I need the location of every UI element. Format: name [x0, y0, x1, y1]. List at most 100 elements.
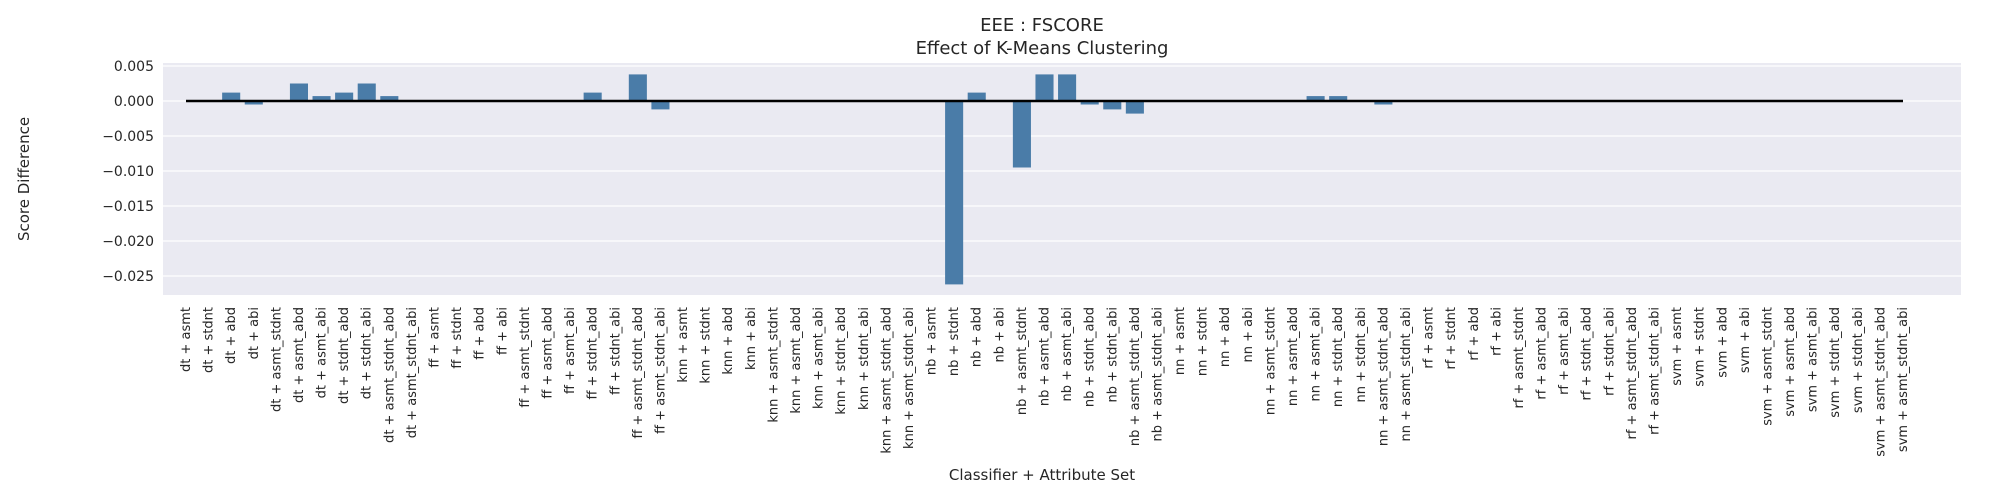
x-tick-label: svm + stdnt_abd	[1828, 307, 1843, 418]
x-tick-label: nb + stdnt_abi	[1105, 307, 1120, 402]
bar	[244, 101, 263, 105]
x-tick-label: knn + asmt_abi	[812, 307, 827, 409]
x-tick-label: svm + abi	[1738, 307, 1753, 373]
x-tick-label: ff + stdnt_abi	[608, 307, 623, 395]
bar	[289, 83, 308, 101]
x-tick-label: rf + abi	[1489, 307, 1504, 356]
bar	[1306, 96, 1325, 101]
bars	[222, 74, 1393, 285]
bar	[1035, 74, 1054, 101]
bar	[380, 96, 399, 101]
bar	[583, 92, 602, 101]
x-tick-label: nn + stdnt_abi	[1354, 307, 1369, 402]
y-tick-label: 0.005	[114, 59, 154, 75]
x-tick-label: dt + asmt_abi	[315, 307, 330, 398]
x-tick-label: nb + asmt	[925, 307, 940, 375]
x-tick-label: knn + stdnt_abd	[834, 307, 849, 415]
x-tick-label: ff + stdnt	[450, 307, 465, 369]
x-tick-label: nn + asmt	[1173, 307, 1188, 375]
x-tick-label: rf + stdnt_abd	[1580, 307, 1595, 401]
x-tick-label: nn + abi	[1241, 307, 1256, 362]
x-tick-label: nb + asmt_stdnt_abi	[1150, 307, 1165, 441]
bar	[222, 92, 241, 101]
x-tick-label: rf + asmt_abd	[1535, 307, 1550, 400]
x-tick-label: svm + asmt	[1670, 307, 1685, 386]
x-tick-label: knn + asmt_stdnt	[766, 307, 781, 423]
x-tick-label: nn + asmt_stdnt_abi	[1399, 307, 1414, 441]
bar	[945, 101, 964, 285]
x-tick-label: nn + asmt_abi	[1309, 307, 1324, 401]
x-tick-label: dt + asmt_stdnt_abi	[405, 307, 420, 438]
x-tick-label: dt + asmt_abd	[292, 307, 307, 403]
y-tick-label: −0.015	[102, 199, 154, 215]
bar	[335, 92, 354, 101]
y-tick-label: −0.025	[102, 269, 154, 285]
y-tick-labels: 0.005 0.000 −0.005 −0.010 −0.015 −0.020 −0.025	[102, 59, 154, 285]
x-tick-label: rf + asmt	[1422, 307, 1437, 369]
x-tick-label: dt + stdnt	[202, 307, 217, 373]
x-tick-label: nb + asmt_abi	[1060, 307, 1075, 401]
x-tick-label: nn + asmt_abd	[1286, 307, 1301, 406]
x-tick-label: nb + abd	[970, 307, 985, 367]
x-tick-label: rf + stdnt	[1444, 307, 1459, 370]
x-tick-label: knn + stdnt_abi	[857, 307, 872, 410]
x-tick-label: ff + asmt	[428, 307, 443, 368]
x-tick-label: rf + asmt_stdnt_abi	[1647, 307, 1662, 435]
x-tick-label: knn + asmt_stdnt_abi	[902, 307, 917, 449]
x-tick-label: nb + asmt_abd	[1038, 307, 1053, 406]
bar	[1058, 74, 1077, 101]
x-tick-label: svm + stdnt	[1693, 307, 1708, 387]
y-tick-label: −0.010	[102, 164, 154, 180]
y-tick-label: 0.000	[114, 94, 154, 110]
x-tick-label: knn + asmt_abd	[789, 307, 804, 414]
x-tick-label: rf + stdnt_abi	[1602, 307, 1617, 396]
x-tick-label: nn + stdnt	[1196, 307, 1211, 376]
x-tick-label: rf + abd	[1467, 307, 1482, 361]
bar	[1329, 96, 1348, 101]
x-tick-label: svm + asmt_abi	[1806, 307, 1821, 412]
x-tick-label: nb + abi	[992, 307, 1007, 362]
x-tick-label: svm + abd	[1715, 307, 1730, 378]
x-tick-label: ff + abd	[473, 307, 488, 360]
x-tick-label: dt + stdnt_abd	[337, 307, 352, 404]
bar	[1103, 101, 1122, 110]
bar	[628, 74, 647, 101]
x-tick-label: ff + asmt_stdnt_abd	[631, 307, 646, 439]
bar	[357, 83, 376, 101]
x-tick-label: ff + abi	[495, 307, 510, 355]
x-tick-label: nn + asmt_stdnt_abd	[1376, 307, 1391, 446]
bar	[1012, 101, 1031, 168]
x-tick-label: rf + asmt_stdnt	[1512, 307, 1527, 409]
bar	[967, 92, 986, 101]
bar	[312, 96, 331, 101]
x-tick-label: nb + asmt_stdnt	[1015, 307, 1030, 415]
x-tick-label: knn + asmt_stdnt_abd	[879, 307, 894, 454]
x-tick-label: nn + asmt_stdnt	[1263, 307, 1278, 415]
x-tick-label: svm + asmt_stdnt	[1760, 307, 1775, 426]
x-tick-label: dt + asmt	[179, 307, 194, 372]
y-axis-label: Score Difference	[15, 117, 33, 241]
x-tick-label: ff + asmt_abi	[563, 307, 578, 394]
x-tick-label: ff + asmt_stdnt_abi	[653, 307, 668, 434]
x-tick-label: knn + stdnt	[699, 307, 714, 384]
chart-subtitle: Effect of K-Means Clustering	[916, 38, 1169, 59]
x-tick-label: dt + abi	[247, 307, 262, 359]
x-tick-label: svm + asmt_abd	[1783, 307, 1798, 417]
x-tick-label: nb + stdnt_abd	[1083, 307, 1098, 407]
x-tick-label: knn + abd	[721, 307, 736, 375]
x-tick-label: nn + stdnt_abd	[1331, 307, 1346, 407]
x-tick-label: ff + asmt_abd	[540, 307, 555, 399]
x-tick-label: ff + asmt_stdnt	[518, 307, 533, 408]
x-tick-label: svm + asmt_stdnt_abi	[1896, 307, 1911, 452]
x-tick-label: rf + asmt_abi	[1557, 307, 1572, 395]
x-tick-label: svm + stdnt_abi	[1851, 307, 1866, 413]
x-tick-label: ff + stdnt_abd	[586, 307, 601, 400]
bar	[1374, 101, 1393, 105]
x-tick-label: dt + stdnt_abi	[360, 307, 375, 399]
x-tick-label: dt + asmt_stdnt_abd	[382, 307, 397, 443]
y-tick-label: −0.005	[102, 129, 154, 145]
x-tick-label: knn + asmt	[676, 307, 691, 383]
chart-title: EEE : FSCORE	[980, 15, 1104, 36]
x-tick-label: nb + stdnt	[947, 307, 962, 376]
